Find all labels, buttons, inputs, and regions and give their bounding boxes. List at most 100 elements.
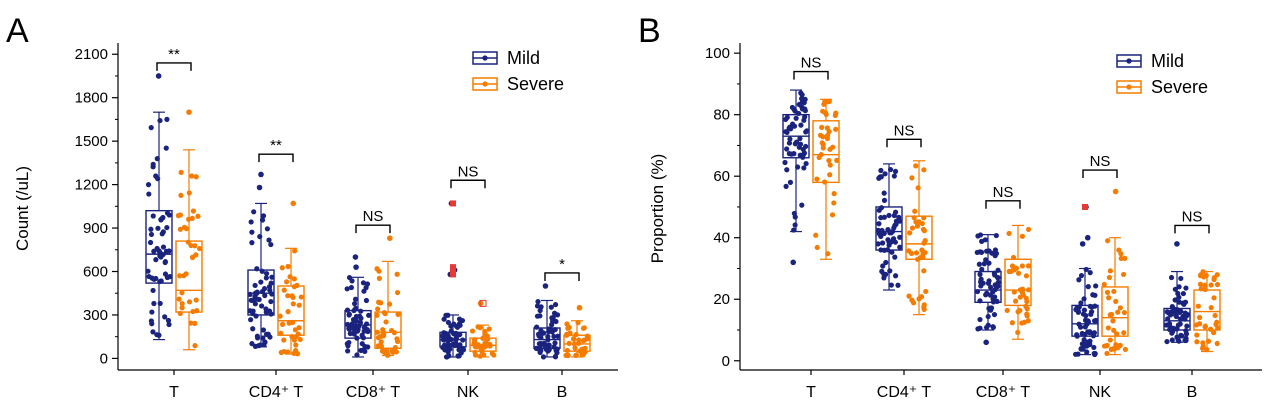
data-point: [888, 230, 894, 236]
legend-label: Mild: [507, 48, 540, 68]
data-point: [915, 185, 921, 191]
data-point: [378, 339, 384, 345]
data-point: [984, 290, 990, 296]
outlier-point: [1112, 188, 1119, 195]
data-point: [346, 274, 353, 281]
panel-label: B: [638, 12, 661, 50]
data-point: [290, 301, 296, 307]
data-point: [1176, 284, 1182, 290]
box-mild-2: [974, 232, 1002, 346]
data-point: [1164, 309, 1170, 315]
significance-bracket: [886, 138, 922, 148]
data-point: [160, 229, 166, 235]
data-point: [286, 320, 292, 326]
data-point: [831, 191, 837, 197]
data-point: [580, 338, 587, 344]
data-point: [1194, 332, 1200, 338]
significance-bracket: [156, 62, 192, 71]
data-point: [1181, 316, 1187, 322]
box-mild-1: [875, 163, 903, 291]
data-point: [1085, 284, 1091, 290]
data-point: [1173, 313, 1179, 320]
data-point: [1182, 310, 1188, 316]
data-point: [1009, 320, 1015, 326]
data-point: [888, 239, 894, 245]
data-point: [1025, 226, 1032, 233]
data-point: [1172, 286, 1178, 292]
data-point: [923, 288, 929, 295]
data-point: [833, 126, 839, 132]
data-point: [186, 299, 193, 305]
data-point: [802, 106, 808, 112]
data-point: [281, 337, 287, 343]
data-point: [163, 248, 170, 254]
outlier-point: [186, 109, 192, 115]
data-point: [831, 200, 837, 206]
data-point: [1084, 349, 1090, 355]
outlier-point: [290, 200, 297, 207]
data-point: [570, 336, 577, 342]
data-point: [1010, 254, 1017, 261]
data-point: [879, 240, 886, 246]
data-point: [290, 294, 296, 301]
data-point: [563, 352, 569, 359]
data-point: [565, 325, 571, 331]
data-point: [783, 183, 789, 189]
data-point: [394, 271, 400, 277]
data-point: [786, 140, 793, 146]
box-severe-4: [1193, 269, 1221, 353]
data-point: [1116, 247, 1122, 253]
data-point: [907, 230, 913, 236]
data-point: [1122, 255, 1128, 262]
data-point: [472, 339, 478, 345]
data-point: [1111, 346, 1117, 352]
data-point: [917, 255, 923, 261]
data-point: [1105, 238, 1111, 244]
data-point: [981, 261, 987, 267]
data-point: [1118, 255, 1124, 262]
data-point: [892, 222, 898, 228]
data-point: [1117, 343, 1123, 349]
data-point: [921, 302, 927, 308]
data-point: [1017, 307, 1023, 314]
data-point: [919, 220, 925, 227]
data-point: [252, 282, 258, 289]
data-point: [347, 330, 353, 337]
data-point: [1104, 350, 1110, 357]
data-point: [485, 336, 491, 342]
data-point: [975, 233, 981, 239]
data-point: [1202, 323, 1208, 329]
data-point: [887, 268, 893, 274]
data-point: [1182, 299, 1189, 305]
data-point: [1011, 267, 1017, 273]
data-point: [797, 141, 804, 147]
data-point: [1184, 323, 1190, 329]
data-point: [1081, 296, 1087, 302]
data-point: [1080, 346, 1086, 352]
data-point: [460, 347, 467, 353]
data-point: [567, 330, 573, 336]
data-point: [281, 287, 287, 293]
data-point: [183, 226, 190, 232]
data-point: [475, 324, 481, 330]
data-point: [295, 331, 301, 337]
data-point: [1091, 318, 1098, 324]
data-point: [540, 354, 547, 360]
data-point: [986, 248, 992, 254]
data-point: [797, 135, 803, 142]
significance-label: NS: [1090, 153, 1111, 170]
data-point: [1111, 288, 1117, 295]
data-point: [887, 166, 894, 173]
data-point: [551, 344, 557, 350]
data-point: [995, 275, 1001, 281]
data-point: [827, 162, 833, 168]
data-point: [879, 230, 885, 236]
data-point: [991, 311, 998, 318]
data-point: [798, 122, 804, 128]
data-point: [249, 229, 255, 235]
data-point: [189, 254, 196, 261]
significance-label: NS: [894, 122, 915, 139]
data-point: [1170, 325, 1177, 331]
data-point: [252, 301, 258, 307]
data-point: [1114, 331, 1120, 337]
